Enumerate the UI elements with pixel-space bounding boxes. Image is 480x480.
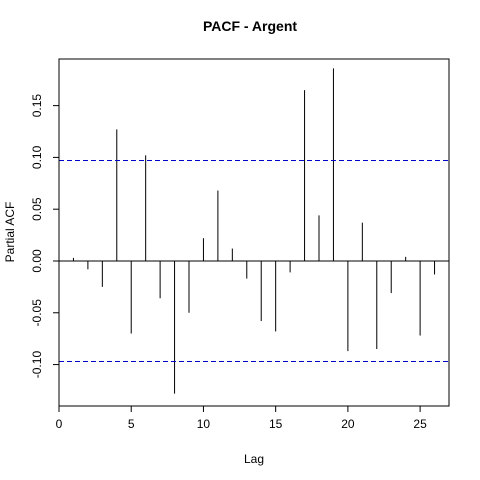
x-tick-label: 20 [341,417,355,431]
x-tick-label: 15 [269,417,283,431]
y-tick-label: 0.05 [30,197,44,221]
x-tick-label: 5 [128,417,135,431]
x-tick-label: 10 [197,417,211,431]
chart-title: PACF - Argent [203,18,297,34]
x-tick-label: 25 [413,417,427,431]
y-tick-label: 0.00 [30,249,44,273]
x-tick-label: 0 [56,417,63,431]
y-tick-label: -0.05 [30,299,44,327]
y-tick-label: -0.10 [30,351,44,379]
y-axis-label: Partial ACF [3,202,17,263]
x-axis: 0 5 10 15 20 25 [56,405,427,431]
y-tick-label: 0.15 [30,94,44,118]
plot-frame [58,58,450,407]
x-axis-label: Lag [244,452,264,466]
y-axis: -0.10 -0.05 0.00 0.05 0.10 0.15 [30,94,60,379]
pacf-bars [59,68,449,394]
y-tick-label: 0.10 [30,145,44,169]
confidence-bounds [59,160,449,362]
